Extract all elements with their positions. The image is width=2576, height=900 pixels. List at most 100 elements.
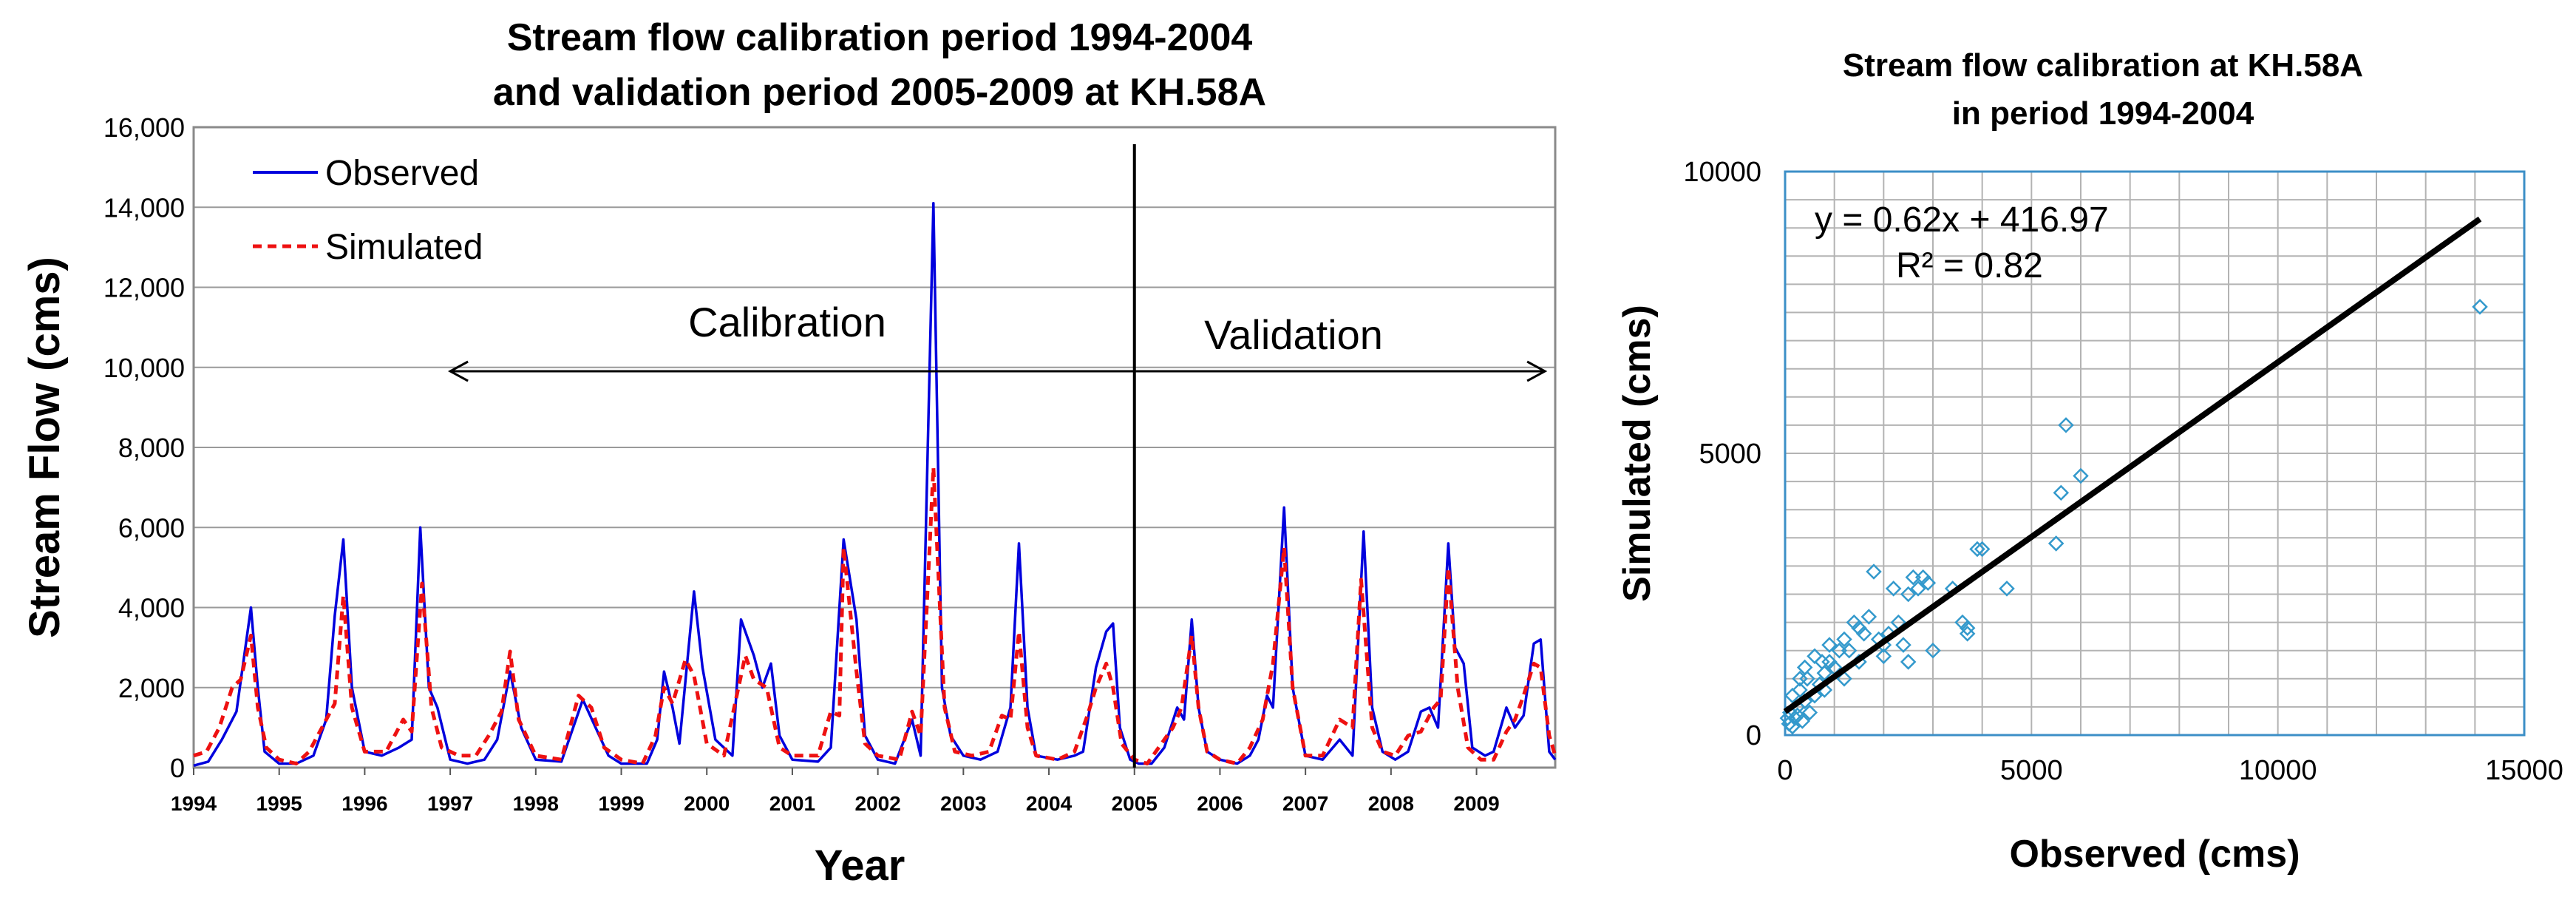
timeseries-y-tick-label: 10,000 xyxy=(103,353,185,383)
timeseries-y-axis-label: Stream Flow (cms) xyxy=(21,257,69,638)
series-line-observed xyxy=(193,202,1557,767)
timeseries-legend: Observed Simulated xyxy=(253,154,483,267)
scatter-point xyxy=(1860,609,1877,625)
timeseries-x-tick-label: 1998 xyxy=(513,792,559,815)
scatter-x-tick-label: 15000 xyxy=(2485,755,2563,786)
timeseries-y-tick-label: 16,000 xyxy=(103,112,185,143)
timeseries-x-tick-label: 2006 xyxy=(1197,792,1243,815)
scatter-point xyxy=(1969,541,1985,558)
scatter-point xyxy=(1900,586,1917,603)
scatter-x-tick-label: 10000 xyxy=(2239,755,2317,786)
scatter-y-tick-labels: 0 5000 10000 xyxy=(1683,157,1761,751)
scatter-point xyxy=(1959,620,1976,636)
timeseries-x-tick-label: 1996 xyxy=(341,792,387,815)
scatter-point xyxy=(2058,417,2074,433)
scatter-point xyxy=(1841,642,1858,659)
timeseries-x-tick-label: 2003 xyxy=(940,792,986,815)
timeseries-x-tick-label: 2009 xyxy=(1453,792,1499,815)
scatter-point xyxy=(1796,659,1813,676)
arrow-head-left xyxy=(447,360,469,382)
scatter-title-line2: in period 1994-2004 xyxy=(1952,95,2254,132)
timeseries-y-tick-label: 0 xyxy=(170,753,185,783)
calibration-label: Calibration xyxy=(688,299,886,345)
scatter-point xyxy=(1974,541,1991,558)
scatter-x-tick-labels: 0 5000 10000 15000 xyxy=(1777,755,2563,786)
scatter-point xyxy=(1836,631,1852,648)
period-arrows xyxy=(447,360,1548,382)
validation-label: Validation xyxy=(1204,311,1383,358)
timeseries-x-tick-label: 2001 xyxy=(769,792,815,815)
scatter-point xyxy=(1910,581,1926,597)
scatter-plot-frame xyxy=(1784,170,2526,737)
timeseries-x-tick-label: 2004 xyxy=(1026,792,1073,815)
trendline-equation: y = 0.62x + 416.97 xyxy=(1815,200,2109,240)
scatter-points-group xyxy=(1779,299,2488,735)
timeseries-x-tick-label: 2002 xyxy=(854,792,900,815)
scatter-trendline xyxy=(1783,216,2482,714)
timeseries-x-tick-label: 1999 xyxy=(598,792,644,815)
scatter-point xyxy=(1900,654,1917,670)
scatter-x-tick-label: 5000 xyxy=(2000,755,2063,786)
scatter-point xyxy=(2053,484,2070,501)
timeseries-y-tick-label: 8,000 xyxy=(118,433,185,463)
timeseries-x-tick-label: 2005 xyxy=(1112,792,1158,815)
scatter-point xyxy=(1821,637,1838,653)
series-line-simulated xyxy=(193,465,1557,766)
scatter-point xyxy=(1999,581,2015,597)
scatter-gridlines xyxy=(1785,172,2524,735)
scatter-y-tick-label: 0 xyxy=(1746,720,1761,751)
scatter-point xyxy=(1794,713,1811,729)
timeseries-title-line1: Stream flow calibration period 1994-2004 xyxy=(507,16,1253,59)
scatter-point xyxy=(1836,671,1852,687)
timeseries-x-tick-labels: 1994 1995 1996 1997 1998 1999 2000 2001 2002 2003… xyxy=(171,768,1500,815)
scatter-point xyxy=(1920,575,1937,592)
scatter-point xyxy=(1807,648,1823,665)
timeseries-y-tick-label: 12,000 xyxy=(103,273,185,303)
scatter-y-tick-label: 5000 xyxy=(1699,439,1761,470)
timeseries-y-tick-labels: 0 2,000 4,000 6,000 8,000 10,000 12,000 14,000 1… xyxy=(103,112,185,783)
scatter-point xyxy=(1885,581,1902,597)
scatter-point xyxy=(1789,707,1806,724)
scatter-chart: Stream flow calibration at KH.58A in per… xyxy=(1616,47,2563,876)
scatter-point xyxy=(1784,687,1801,704)
scatter-point xyxy=(1821,654,1838,670)
timeseries-title-line2: and validation period 2005-2009 at KH.58… xyxy=(493,71,1266,114)
scatter-point xyxy=(1895,637,1911,653)
scatter-point xyxy=(1851,620,1867,636)
scatter-x-tick-label: 0 xyxy=(1777,755,1792,786)
scatter-y-axis-label: Simulated (cms) xyxy=(1616,305,1659,602)
scatter-point xyxy=(2073,467,2089,484)
scatter-point xyxy=(2472,299,2488,315)
scatter-title-line1: Stream flow calibration at KH.58A xyxy=(1843,47,2363,84)
scatter-point xyxy=(1792,682,1808,698)
scatter-y-tick-label: 10000 xyxy=(1683,157,1761,188)
scatter-point xyxy=(1801,704,1818,721)
legend-label-observed: Observed xyxy=(325,154,479,193)
timeseries-y-tick-label: 2,000 xyxy=(118,673,185,703)
timeseries-y-tick-label: 4,000 xyxy=(118,593,185,623)
scatter-point xyxy=(1816,665,1833,681)
legend-label-simulated: Simulated xyxy=(325,228,483,267)
timeseries-gridlines xyxy=(194,206,1555,688)
scatter-point xyxy=(1925,642,1941,659)
timeseries-x-tick-label: 1995 xyxy=(256,792,302,815)
timeseries-x-tick-label: 2000 xyxy=(684,792,730,815)
timeseries-series-group xyxy=(193,202,1557,767)
timeseries-chart: Stream flow calibration period 1994-2004… xyxy=(21,16,1557,890)
trendline-r-squared: R² = 0.82 xyxy=(1896,246,2043,285)
scatter-point xyxy=(1799,671,1815,687)
arrow-head-right xyxy=(1526,360,1548,382)
scatter-point xyxy=(2047,535,2064,552)
scatter-point xyxy=(1792,671,1808,687)
timeseries-plot-frame xyxy=(192,126,1557,769)
scatter-point xyxy=(1866,564,1882,580)
scatter-point xyxy=(1875,648,1892,665)
timeseries-x-axis-label: Year xyxy=(815,842,905,890)
timeseries-x-tick-label: 1997 xyxy=(427,792,473,815)
scatter-point xyxy=(1784,718,1801,735)
timeseries-x-tick-label: 2008 xyxy=(1368,792,1414,815)
timeseries-y-tick-label: 6,000 xyxy=(118,512,185,543)
timeseries-x-tick-label: 2007 xyxy=(1282,792,1328,815)
scatter-x-axis-label: Observed (cms) xyxy=(2009,833,2300,876)
